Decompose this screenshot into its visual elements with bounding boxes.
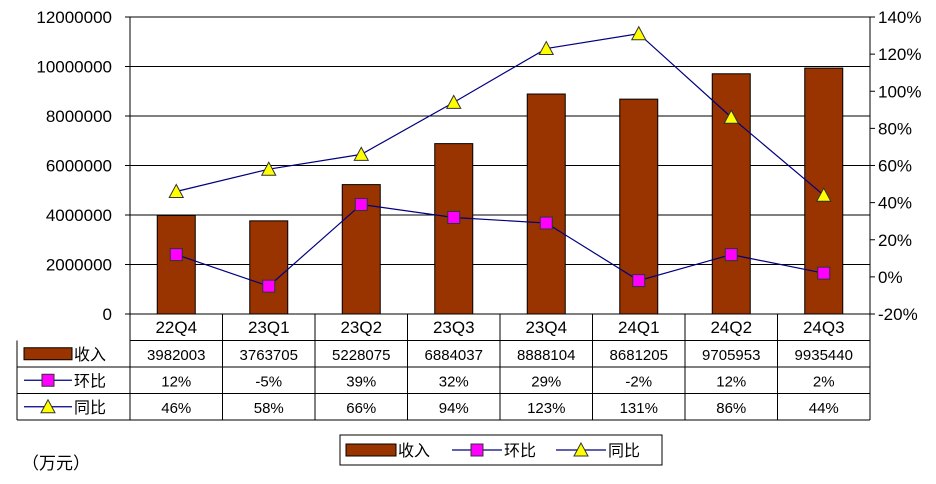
legend: 收入 环比 同比 [339, 434, 663, 466]
table-cell: 44% [809, 400, 839, 417]
table-cell: 58% [254, 400, 284, 417]
x-tick-label: 24Q3 [803, 318, 845, 337]
table-cell: 29% [531, 373, 561, 390]
table-cell: 66% [346, 400, 376, 417]
table-cell: 123% [527, 400, 565, 417]
row-key-square [41, 373, 55, 387]
x-tick-label: 23Q3 [433, 318, 475, 337]
table-cell: 6884037 [425, 347, 483, 364]
y-right-tick-label: 0% [878, 268, 903, 287]
table-cell: 8681205 [610, 347, 668, 364]
bar-revenue-23Q1 [249, 220, 289, 315]
marker-huanbi-24Q1 [632, 274, 646, 288]
row-key-revenue [23, 347, 73, 361]
y-left-tick-label: 2000000 [46, 256, 112, 275]
row-key-triangle [40, 398, 56, 414]
table-cell: 12% [161, 373, 191, 390]
ratio-markers [168, 25, 832, 293]
marker-tongbi-23Q1 [260, 161, 277, 176]
marker-tongbi-22Q4 [168, 183, 185, 198]
y-left-tick-label: 6000000 [46, 157, 112, 176]
marker-huanbi-23Q4 [539, 216, 553, 230]
marker-tongbi-23Q4 [538, 40, 555, 56]
y-left-tick-label: 0 [103, 305, 112, 324]
legend-key-huanbi [470, 443, 484, 457]
row-header-label: 收入 [74, 345, 106, 364]
bar-revenue-22Q4 [156, 214, 196, 315]
table-cell: 131% [620, 400, 658, 417]
y-right-tick-label: 100% [878, 82, 921, 101]
marker-huanbi-23Q2 [354, 197, 368, 211]
data-table: 22Q4 23Q1 23Q2 23Q3 23Q4 24Q1 24Q2 24Q3 收入 398200… [16, 314, 871, 421]
table-cell: 12% [716, 373, 746, 390]
unit-note: （万元） [22, 454, 90, 474]
ratio-lines [176, 33, 825, 287]
table-cell: 32% [439, 373, 469, 390]
table-cell: 39% [346, 373, 376, 390]
x-tick-label: 23Q4 [525, 318, 567, 337]
bar-revenue-23Q3 [434, 143, 474, 315]
x-tick-label: 24Q1 [618, 318, 660, 337]
table-cell: -2% [625, 373, 652, 390]
table-cell: 46% [161, 400, 191, 417]
y-right-tick-label: 140% [878, 8, 921, 27]
y-right-tick-label: 120% [878, 45, 921, 64]
marker-tongbi-24Q1 [630, 25, 647, 41]
marker-tongbi-23Q3 [445, 94, 462, 109]
table-cell: 3982003 [147, 347, 205, 364]
table-cell: 9935440 [795, 347, 853, 364]
x-tick-label: 24Q2 [710, 318, 752, 337]
y-left-tick-label: 8000000 [46, 107, 112, 126]
revenue-bars [156, 67, 844, 315]
axes: 0 2000000 4000000 6000000 8000000 10000000 120… [36, 8, 921, 324]
table-cell: 86% [716, 400, 746, 417]
table-cell: -5% [255, 373, 282, 390]
table-cell: 3763705 [240, 347, 298, 364]
marker-huanbi-23Q1 [262, 279, 276, 293]
marker-huanbi-24Q2 [724, 248, 738, 262]
y-right-tick-label: 20% [878, 231, 912, 250]
marker-tongbi-24Q3 [815, 187, 832, 202]
legend-key-revenue [345, 443, 397, 457]
y-right-tick-label: 40% [878, 194, 912, 213]
row-header-label: 环比 [74, 371, 106, 390]
x-tick-label: 23Q1 [248, 318, 290, 337]
marker-huanbi-24Q3 [817, 266, 831, 280]
table-cell: 8888104 [517, 347, 575, 364]
line-同比 [176, 33, 825, 196]
legend-label: 收入 [398, 441, 430, 460]
marker-tongbi-23Q2 [353, 146, 370, 161]
y-left-tick-label: 10000000 [36, 58, 112, 77]
table-cell: 5228075 [332, 347, 390, 364]
row-header-label: 同比 [74, 398, 106, 417]
table-cell: 94% [439, 400, 469, 417]
legend-label: 环比 [504, 441, 536, 460]
marker-huanbi-23Q3 [447, 210, 461, 224]
marker-huanbi-22Q4 [169, 248, 183, 262]
legend-key-tongbi [573, 441, 589, 457]
legend-label: 同比 [608, 441, 640, 460]
x-tick-label: 22Q4 [155, 318, 197, 337]
y-left-tick-label: 4000000 [46, 206, 112, 225]
bar-revenue-23Q4 [526, 93, 566, 315]
y-left-tick-label: 12000000 [36, 8, 112, 27]
table-cell: 9705953 [702, 347, 760, 364]
table-cell: 2% [813, 373, 835, 390]
line-环比 [176, 203, 824, 287]
y-right-tick-label: -20% [878, 305, 918, 324]
marker-tongbi-24Q2 [723, 109, 740, 124]
y-right-tick-label: 80% [878, 119, 912, 138]
y-right-tick-label: 60% [878, 157, 912, 176]
x-tick-label: 23Q2 [340, 318, 382, 337]
